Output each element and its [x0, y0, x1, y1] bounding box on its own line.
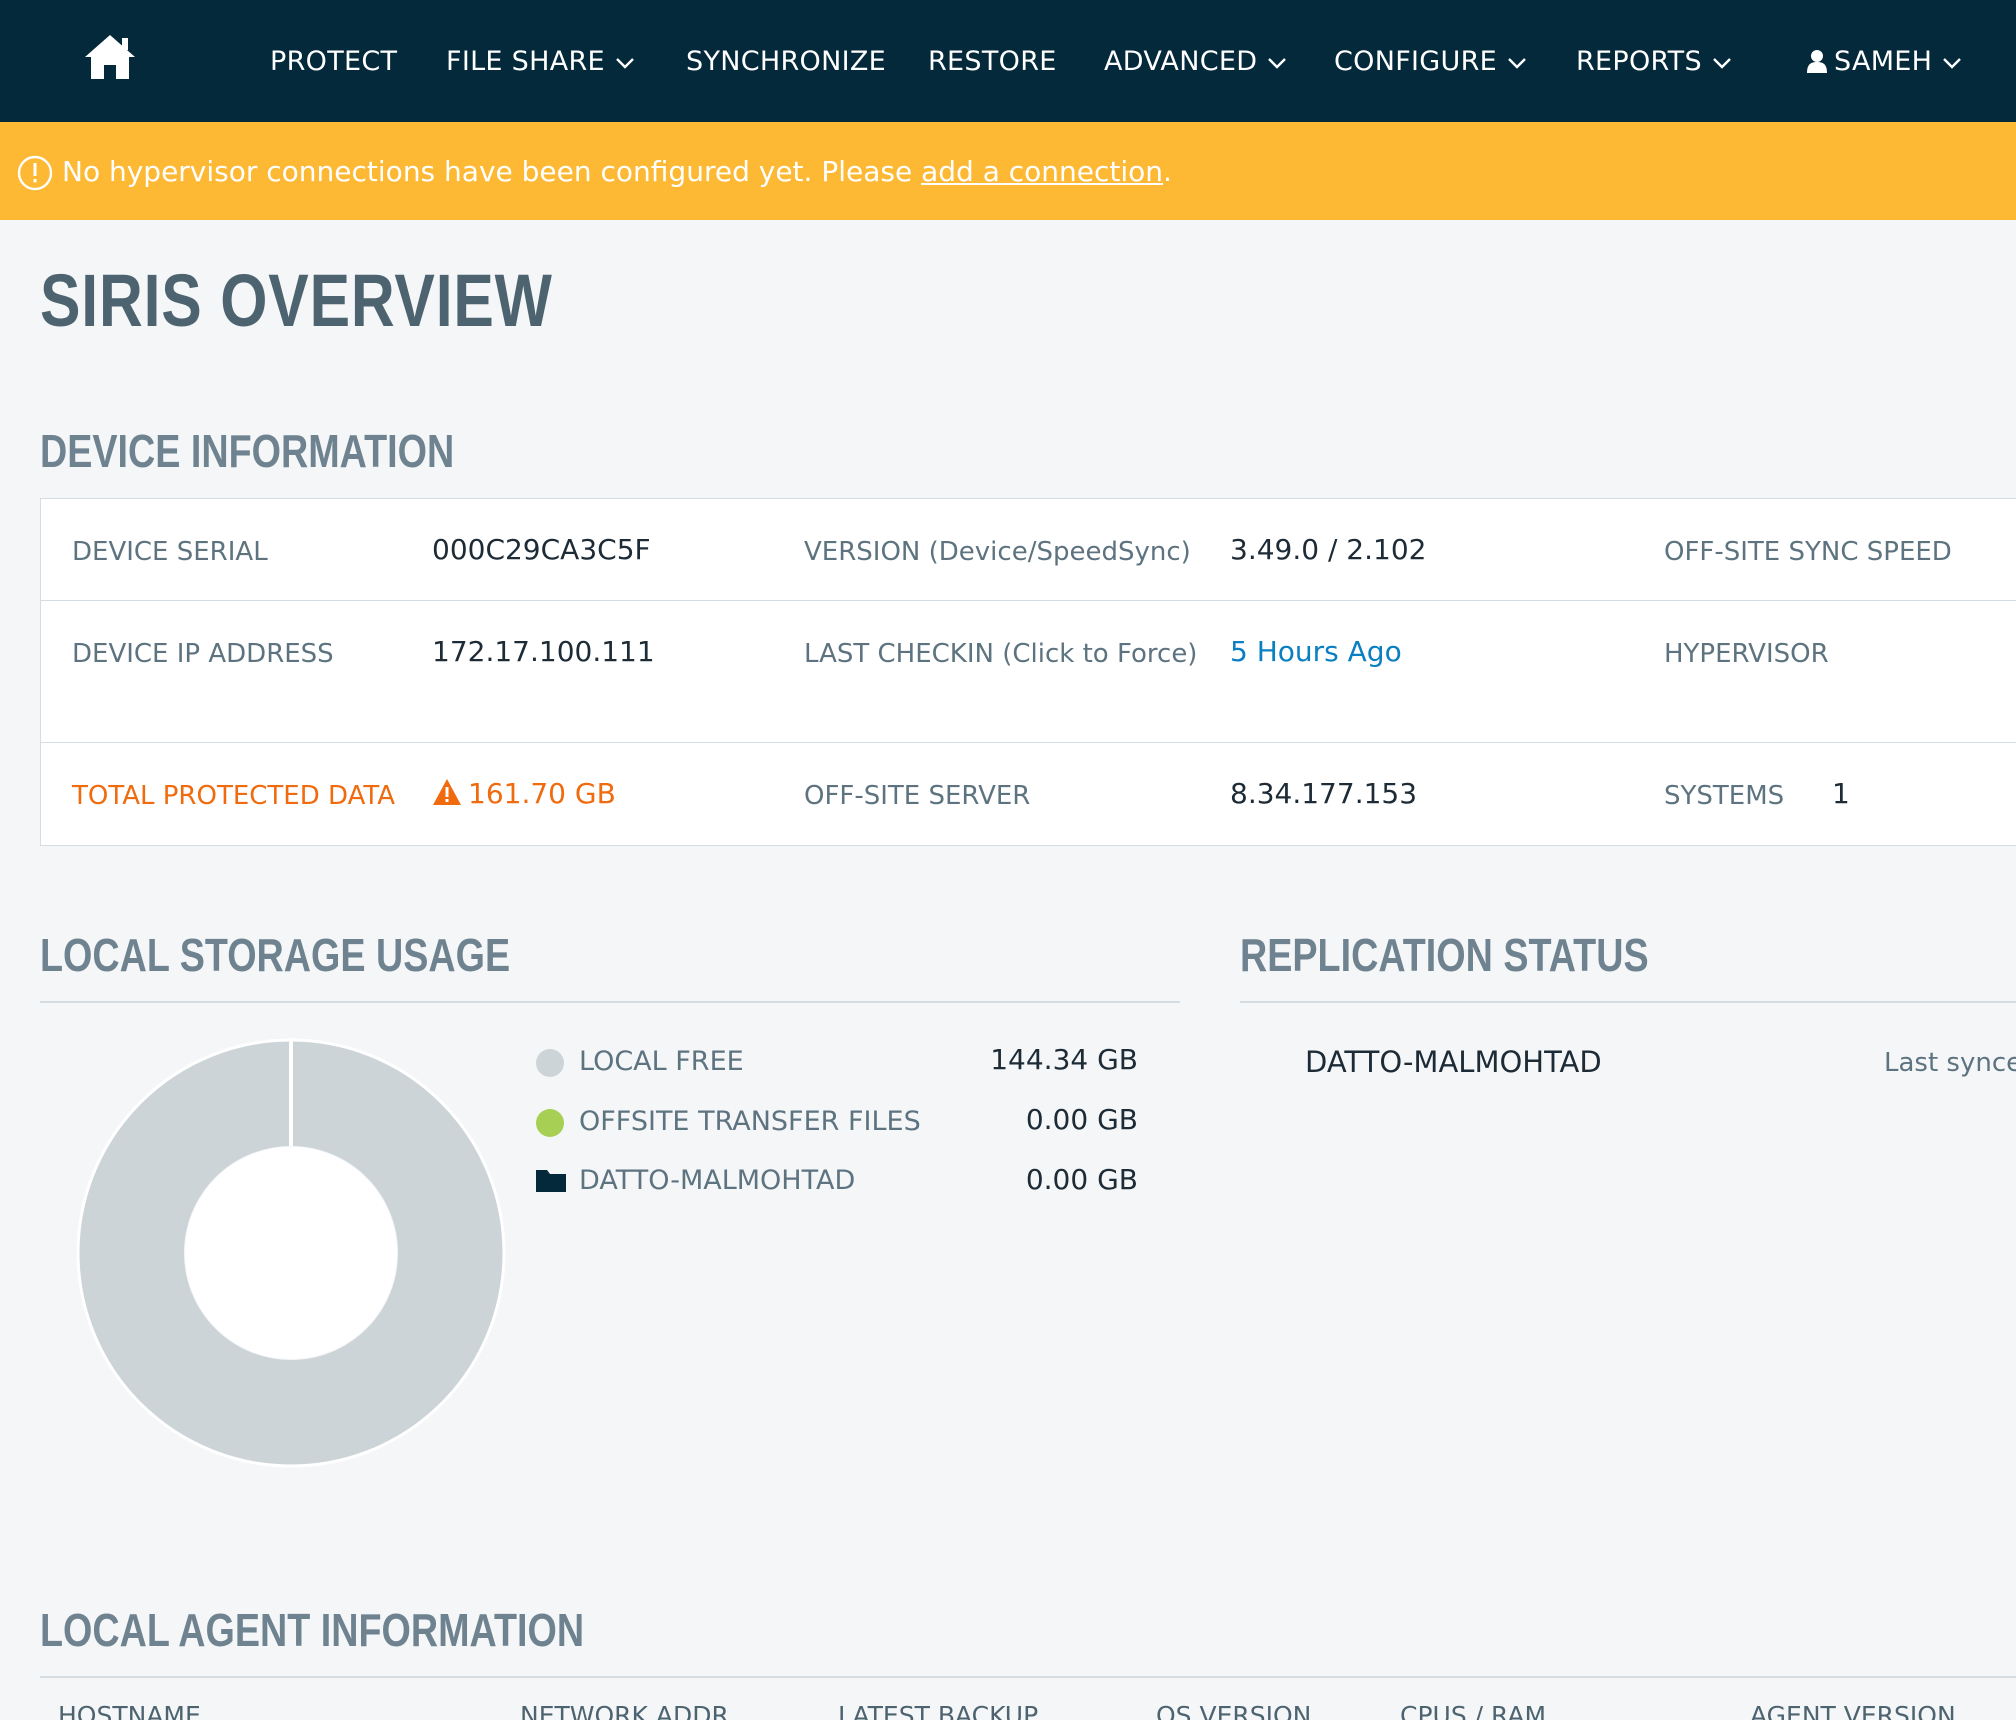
- offsite-server-value: 8.34.177.153: [1230, 777, 1418, 810]
- section-divider: [40, 1001, 1180, 1003]
- col-network-addr[interactable]: NETWORK ADDR: [520, 1701, 729, 1720]
- col-latest-backup[interactable]: LATEST BACKUP: [838, 1701, 1039, 1720]
- nav-synchronize[interactable]: SYNCHRONIZE: [686, 44, 886, 80]
- hypervisor-alert-banner: [0, 122, 2016, 220]
- last-checkin-label: LAST CHECKIN (Click to Force): [804, 639, 1198, 669]
- chevron-down-icon: [1713, 57, 1731, 69]
- info-circle-icon: [17, 155, 53, 191]
- total-protected-data-value: 161.70 GB: [432, 777, 616, 811]
- nav-reports[interactable]: REPORTS: [1576, 44, 1732, 80]
- folder-icon: [536, 1170, 566, 1192]
- warning-icon: [433, 779, 461, 805]
- device-serial-label: DEVICE SERIAL: [72, 537, 268, 567]
- datto-malmohtad-value: 0.00 GB: [1025, 1163, 1138, 1196]
- storage-donut-chart: [76, 1038, 506, 1468]
- nav-advanced-label: ADVANCED: [1104, 46, 1258, 77]
- total-protected-data-amount: 161.70 GB: [468, 777, 616, 810]
- replication-last-synced: Last synce: [1884, 1048, 2016, 1078]
- nav-file-share-label: FILE SHARE: [446, 46, 605, 77]
- offsite-server-label: OFF-SITE SERVER: [804, 781, 1031, 811]
- donut-inner-hole: [185, 1147, 397, 1359]
- total-protected-data-label: TOTAL PROTECTED DATA: [72, 781, 395, 811]
- add-connection-link[interactable]: add a connection: [921, 155, 1164, 188]
- nav-protect-label: PROTECT: [270, 46, 398, 77]
- page-title: SIRIS OVERVIEW: [40, 259, 553, 342]
- offsite-transfer-label: OFFSITE TRANSFER FILES: [579, 1106, 921, 1137]
- user-icon: [1807, 50, 1827, 73]
- device-information-heading: DEVICE INFORMATION: [40, 425, 455, 477]
- device-ip-label: DEVICE IP ADDRESS: [72, 639, 334, 669]
- device-info-table: [40, 498, 2016, 846]
- device-ip-value: 172.17.100.111: [432, 635, 655, 668]
- local-storage-heading: LOCAL STORAGE USAGE: [40, 929, 511, 981]
- nav-configure[interactable]: CONFIGURE: [1334, 44, 1527, 80]
- local-free-label: LOCAL FREE: [579, 1046, 744, 1077]
- divider: [40, 742, 2016, 743]
- divider: [40, 600, 2016, 601]
- replication-device-name: DATTO-MALMOHTAD: [1305, 1045, 1602, 1079]
- offsite-transfer-dot: [536, 1109, 564, 1137]
- nav-protect[interactable]: PROTECT: [270, 44, 397, 80]
- top-navbar: PROTECT FILE SHARE SYNCHRONIZE RESTORE A…: [0, 0, 2016, 122]
- nav-advanced[interactable]: ADVANCED: [1104, 44, 1287, 80]
- alert-message: No hypervisor connections have been conf…: [62, 152, 1172, 192]
- local-free-value: 144.34 GB: [990, 1043, 1138, 1076]
- section-divider: [1240, 1001, 2016, 1003]
- version-value: 3.49.0 / 2.102: [1230, 533, 1427, 566]
- alert-text: No hypervisor connections have been conf…: [62, 155, 913, 188]
- chevron-down-icon: [1508, 57, 1526, 69]
- nav-configure-label: CONFIGURE: [1334, 46, 1497, 77]
- local-agent-heading: LOCAL AGENT INFORMATION: [40, 1604, 585, 1656]
- user-menu[interactable]: SAMEH: [1806, 44, 1962, 80]
- section-divider: [40, 1676, 2016, 1678]
- col-os-version[interactable]: OS VERSION: [1156, 1701, 1312, 1720]
- last-checkin-link[interactable]: 5 Hours Ago: [1230, 635, 1402, 668]
- datto-malmohtad-link[interactable]: DATTO-MALMOHTAD: [579, 1165, 856, 1196]
- chevron-down-icon: [1268, 57, 1287, 69]
- col-hostname[interactable]: HOSTNAME: [58, 1701, 201, 1720]
- nav-reports-label: REPORTS: [1576, 46, 1702, 77]
- home-icon[interactable]: [82, 32, 138, 82]
- offsite-transfer-value: 0.00 GB: [1025, 1103, 1138, 1136]
- user-name: SAMEH: [1834, 46, 1933, 77]
- nav-restore[interactable]: RESTORE: [928, 44, 1057, 80]
- nav-restore-label: RESTORE: [928, 46, 1057, 77]
- chevron-down-icon: [1943, 57, 1962, 69]
- local-free-dot: [536, 1049, 564, 1077]
- version-label: VERSION (Device/SpeedSync): [804, 537, 1191, 567]
- alert-suffix: .: [1163, 155, 1172, 188]
- nav-synchronize-label: SYNCHRONIZE: [686, 46, 887, 77]
- systems-label: SYSTEMS: [1664, 781, 1785, 811]
- col-agent-version[interactable]: AGENT VERSION: [1750, 1701, 1956, 1720]
- col-cpus-ram[interactable]: CPUS / RAM: [1400, 1701, 1547, 1720]
- device-serial-value: 000C29CA3C5F: [432, 533, 651, 566]
- replication-status-heading: REPLICATION STATUS: [1240, 929, 1649, 981]
- hypervisor-label: HYPERVISOR: [1664, 639, 1829, 669]
- chevron-down-icon: [616, 57, 634, 69]
- systems-value: 1: [1832, 777, 1850, 810]
- offsite-sync-speed-label: OFF-SITE SYNC SPEED: [1664, 537, 1952, 567]
- nav-file-share[interactable]: FILE SHARE: [446, 44, 635, 80]
